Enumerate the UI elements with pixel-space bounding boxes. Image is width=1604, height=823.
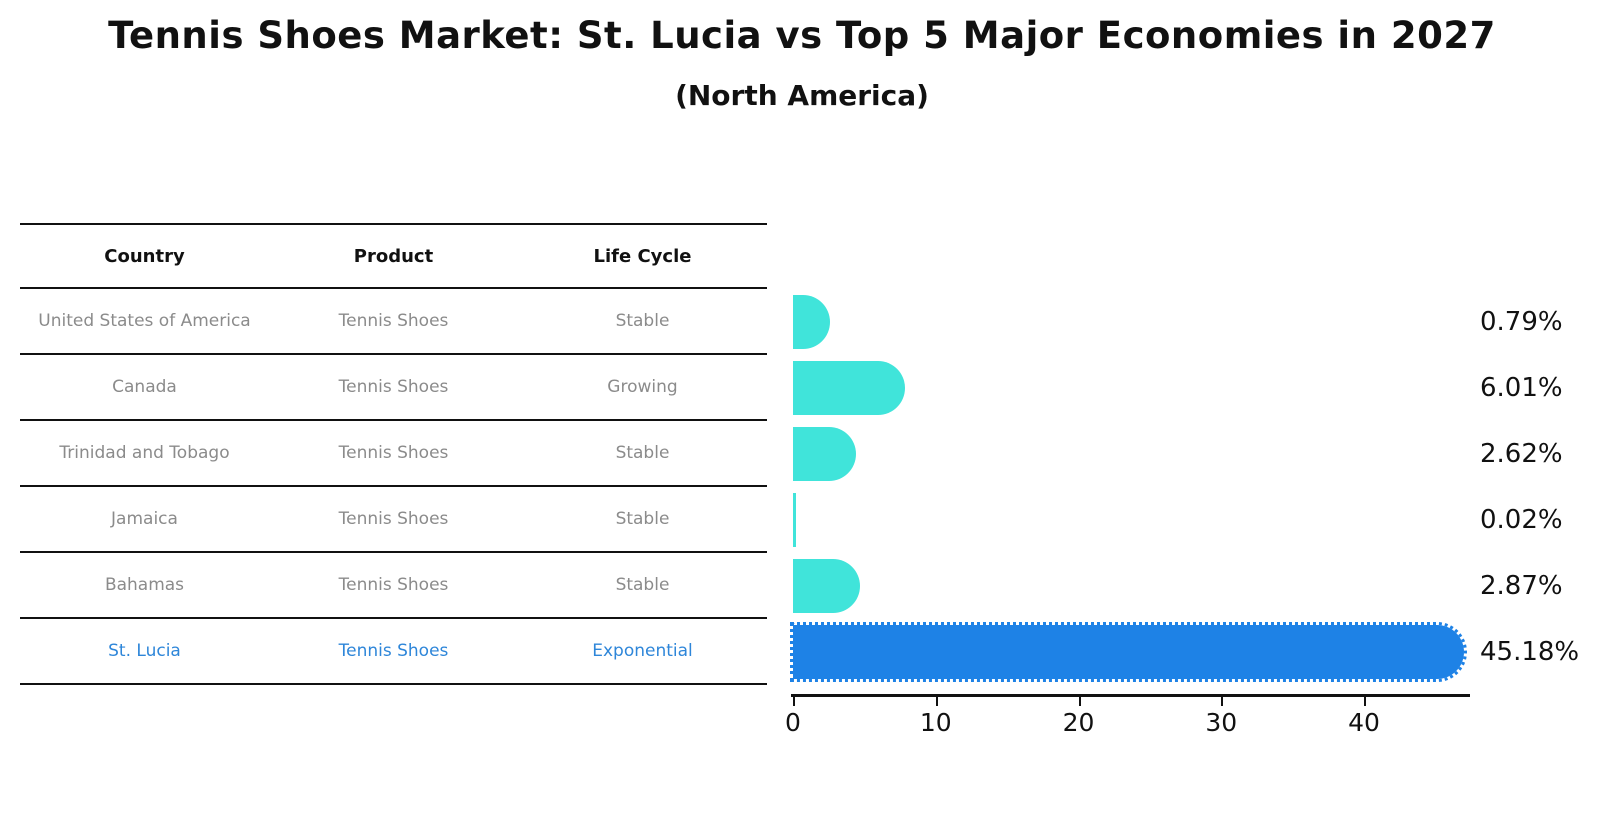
x-axis-line bbox=[791, 694, 1470, 697]
country-table: Country Product Life Cycle United States… bbox=[20, 223, 767, 685]
bar-row bbox=[793, 355, 1483, 421]
table-header-row: Country Product Life Cycle bbox=[20, 223, 767, 289]
bar-row bbox=[793, 289, 1483, 355]
life-cycle-cell: Stable bbox=[615, 575, 670, 595]
bar-row bbox=[793, 421, 1483, 487]
x-axis-tick bbox=[793, 697, 795, 706]
x-axis-tick-label: 20 bbox=[1062, 708, 1095, 737]
bar-Trinidad and Tobago bbox=[793, 427, 857, 481]
value-label: 6.01% bbox=[1480, 373, 1563, 403]
table-body: United States of America Tennis Shoes Stab… bbox=[20, 289, 767, 685]
chart-subtitle: (North America) bbox=[675, 79, 929, 112]
bar-Jamaica bbox=[793, 493, 796, 547]
column-header-life-cycle: Life Cycle bbox=[593, 245, 692, 267]
product-cell: Tennis Shoes bbox=[338, 641, 449, 661]
table-row: Bahamas Tennis Shoes Stable bbox=[20, 553, 767, 619]
product-cell: Tennis Shoes bbox=[338, 575, 449, 595]
product-cell: Tennis Shoes bbox=[338, 311, 449, 331]
x-axis-tick bbox=[935, 697, 938, 706]
value-label: 45.18% bbox=[1480, 637, 1580, 667]
x-axis-tick-label: 10 bbox=[919, 708, 952, 737]
bar-highlight-St. Lucia bbox=[790, 622, 1467, 682]
life-cycle-cell: Stable bbox=[615, 311, 670, 331]
x-axis-tick-label: 40 bbox=[1348, 708, 1380, 737]
x-axis-tick-label: 30 bbox=[1205, 708, 1238, 737]
country-cell: Canada bbox=[112, 377, 177, 397]
table-row: St. Lucia Tennis Shoes Exponential bbox=[20, 619, 767, 685]
country-cell: Jamaica bbox=[111, 509, 178, 529]
column-header-product: Product bbox=[353, 245, 434, 267]
country-cell: Trinidad and Tobago bbox=[59, 443, 230, 463]
country-cell: Bahamas bbox=[104, 575, 185, 595]
x-axis-tick-label: 0 bbox=[785, 708, 801, 737]
bar-plot-area bbox=[790, 289, 1483, 685]
bar-United States of America bbox=[793, 295, 831, 349]
product-cell: Tennis Shoes bbox=[338, 443, 449, 463]
table-row: Canada Tennis Shoes Growing bbox=[20, 355, 767, 421]
value-label: 2.87% bbox=[1480, 571, 1563, 601]
x-axis-tick bbox=[1078, 697, 1081, 706]
x-axis-tick bbox=[1364, 697, 1366, 706]
table-row: Trinidad and Tobago Tennis Shoes Stable bbox=[20, 421, 767, 487]
bar-Bahamas bbox=[793, 559, 860, 613]
bar-Canada bbox=[793, 361, 905, 415]
life-cycle-cell: Growing bbox=[607, 377, 678, 397]
x-axis-tick bbox=[1221, 697, 1224, 706]
life-cycle-cell: Exponential bbox=[592, 641, 693, 661]
product-cell: Tennis Shoes bbox=[338, 509, 449, 529]
value-label: 2.62% bbox=[1480, 439, 1563, 469]
country-cell: United States of America bbox=[38, 311, 251, 331]
value-label: 0.02% bbox=[1480, 505, 1563, 535]
bar-row bbox=[793, 487, 1483, 553]
bar-row bbox=[793, 553, 1483, 619]
column-header-country: Country bbox=[104, 245, 185, 267]
table-row: Jamaica Tennis Shoes Stable bbox=[20, 487, 767, 553]
life-cycle-cell: Stable bbox=[615, 443, 670, 463]
chart-title: Tennis Shoes Market: St. Lucia vs Top 5 … bbox=[108, 14, 1496, 57]
bar-row bbox=[790, 619, 1483, 685]
product-cell: Tennis Shoes bbox=[338, 377, 449, 397]
value-label: 0.79% bbox=[1480, 307, 1563, 337]
life-cycle-cell: Stable bbox=[615, 509, 670, 529]
table-row: United States of America Tennis Shoes Stab… bbox=[20, 289, 767, 355]
country-cell: St. Lucia bbox=[108, 641, 181, 661]
